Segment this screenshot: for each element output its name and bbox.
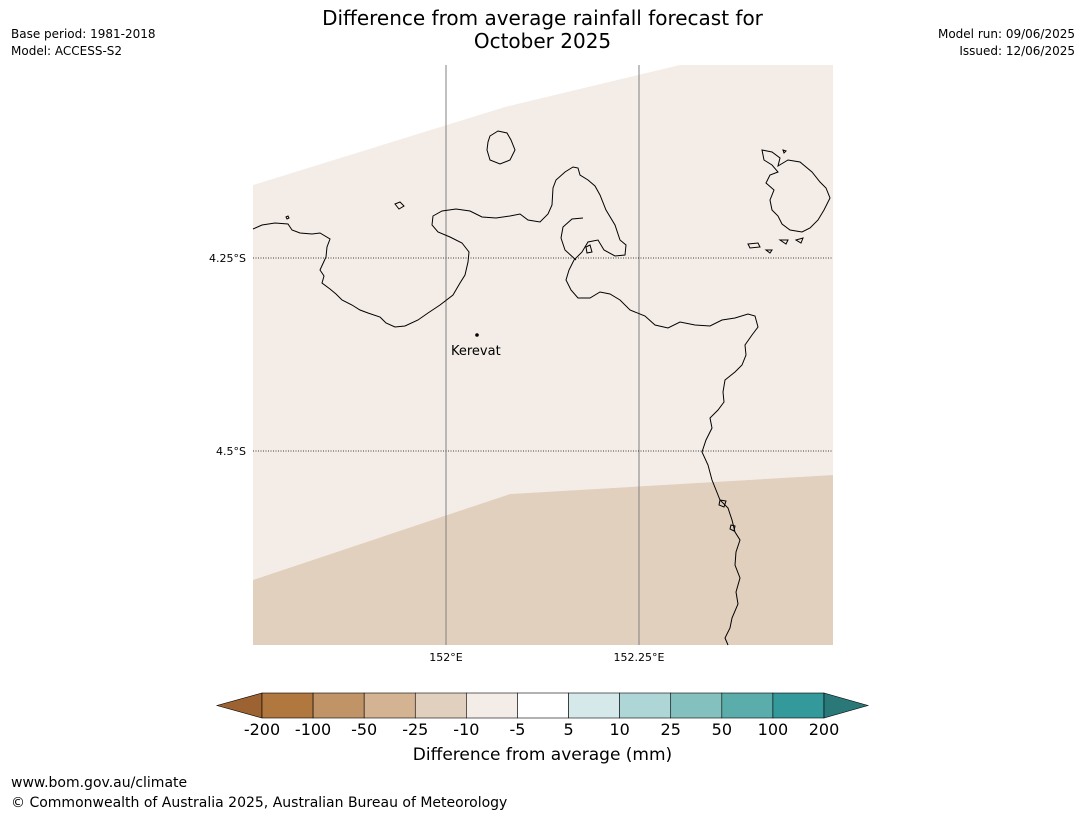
colorbar-segment xyxy=(772,692,825,719)
issued-date-text: Issued: 12/06/2025 xyxy=(959,44,1075,58)
lon-label-152e: 152°E xyxy=(429,651,462,664)
islet-near-cape xyxy=(585,244,593,254)
colorbar-segment xyxy=(670,692,723,719)
duke-of-york-islands xyxy=(761,149,831,233)
lat-label-4-25s: 4.25°S xyxy=(209,252,246,265)
coastline-peninsula-inner xyxy=(560,217,584,261)
colorbar-segment xyxy=(312,692,365,719)
islet-east-4 xyxy=(794,237,804,244)
islet-east-2 xyxy=(764,249,773,254)
colorbar-tick-label: -5 xyxy=(509,720,526,739)
colorbar-segment xyxy=(721,692,774,719)
colorbar-segment xyxy=(619,692,672,719)
colorbar-tick-label: 5 xyxy=(563,720,574,739)
coastline-main xyxy=(252,166,759,646)
islet-east-3 xyxy=(778,239,789,245)
colorbar-tick-label: -50 xyxy=(351,720,378,739)
base-period-text: Base period: 1981-2018 xyxy=(11,27,156,41)
colorbar-tick-label: -200 xyxy=(243,720,281,739)
colorbar-tick-label: 100 xyxy=(757,720,789,739)
title-line-2: October 2025 xyxy=(473,29,612,53)
islet-west xyxy=(394,201,405,210)
colorbar-tick-labels: -200 -100 -50 -25 -10 -5 5 10 25 50 100 200 xyxy=(0,720,1085,740)
colorbar xyxy=(215,692,870,719)
colorbar-segment xyxy=(466,692,518,719)
colorbar-tick-label: 10 xyxy=(609,720,630,739)
colorbar-tick-label: -10 xyxy=(453,720,480,739)
colorbar-extend-low xyxy=(215,692,263,719)
colorbar-segment xyxy=(261,692,314,719)
lon-label-152-25e: 152.25°E xyxy=(614,651,665,664)
kerevat-label: Kerevat xyxy=(451,344,501,359)
colorbar-segment xyxy=(363,692,416,719)
map-title: Difference from average rainfall forecas… xyxy=(200,7,885,53)
coastline xyxy=(252,130,831,646)
colorbar-tick-label: 50 xyxy=(711,720,732,739)
model-run-text: Model run: 09/06/2025 xyxy=(937,27,1075,41)
model-text: Model: ACCESS-S2 xyxy=(11,44,123,58)
colorbar-extend-high xyxy=(823,692,870,719)
islet-south-2 xyxy=(729,524,736,532)
lat-label-4-5s: 4.5°S xyxy=(216,445,246,458)
colorbar-tick-label: -100 xyxy=(294,720,332,739)
colorbar-label: Difference from average (mm) xyxy=(412,745,673,765)
zone-minus25-to-minus10 xyxy=(253,475,833,645)
forecast-metadata-left: Base period: 1981-2018 Model: ACCESS-S2 xyxy=(11,26,156,60)
map-panel: Kerevat 4.25°S 4.5°S 152°E 152.25°E xyxy=(209,65,833,664)
colorbar-tick-label: 200 xyxy=(808,720,840,739)
islet-far-west xyxy=(285,215,290,220)
colorbar-segment xyxy=(568,692,620,719)
title-line-1: Difference from average rainfall forecas… xyxy=(322,6,763,30)
forecast-metadata-right: Model run: 09/06/2025 Issued: 12/06/2025 xyxy=(938,26,1075,60)
footer-url: www.bom.gov.au/climate xyxy=(11,775,188,791)
kerevat-location-marker xyxy=(475,333,479,337)
colorbar-segment xyxy=(414,692,467,719)
colorbar-tick-label: 25 xyxy=(660,720,681,739)
island-north xyxy=(486,130,516,165)
colorbar-tick-label: -25 xyxy=(402,720,429,739)
colorbar-segment xyxy=(517,692,569,719)
islet-east-1 xyxy=(747,242,761,249)
islet-east-5 xyxy=(782,149,787,154)
footer-copyright: © Commonwealth of Australia 2025, Austra… xyxy=(11,795,508,811)
islet-south-1 xyxy=(718,499,727,508)
